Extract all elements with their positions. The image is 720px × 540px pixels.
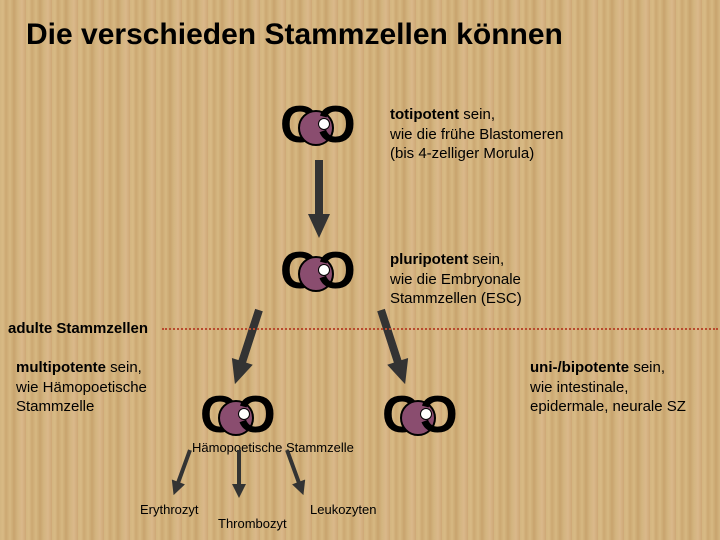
wood-background bbox=[0, 0, 720, 540]
multipotent-bold: multipotente bbox=[16, 359, 106, 376]
unibipotent-cell: C C bbox=[390, 398, 450, 438]
pluripotent-bold: pluripotent bbox=[390, 251, 468, 268]
totipotent-text: totipotent sein, wie die frühe Blastomer… bbox=[390, 105, 563, 164]
arrow-toti-pluri-icon bbox=[308, 160, 330, 243]
unibipotent-bold: uni-/bipotente bbox=[530, 359, 629, 376]
cell-bracket-right-icon: C bbox=[318, 245, 356, 297]
unibipotent-text: uni-/bipotente sein, wie intestinale, ep… bbox=[530, 358, 686, 417]
cell-bracket-right-icon: C bbox=[318, 99, 356, 151]
arrow-thrombo-icon bbox=[232, 450, 246, 503]
page-title: Die verschieden Stammzellen können bbox=[26, 18, 563, 52]
erythrozyt-label: Erythrozyt bbox=[140, 502, 199, 517]
cell-bracket-right-icon: C bbox=[238, 389, 276, 441]
cell-bracket-right-icon: C bbox=[420, 389, 458, 441]
pluripotent-text: pluripotent sein, wie die Embryonale Sta… bbox=[390, 250, 522, 309]
haemo-label: Hämopoetische Stammzelle bbox=[192, 440, 354, 455]
thrombozyt-label: Thrombozyt bbox=[218, 516, 287, 531]
multipotent-text: multipotente sein, wie Hämopoetische Sta… bbox=[16, 358, 147, 417]
adulte-stammzellen-label: adulte Stammzellen bbox=[8, 320, 148, 337]
totipotent-bold: totipotent bbox=[390, 106, 459, 123]
multipotent-cell: C C bbox=[208, 398, 268, 438]
totipotent-cell: C C bbox=[288, 108, 348, 148]
leukozyten-label: Leukozyten bbox=[310, 502, 377, 517]
pluripotent-cell: C C bbox=[288, 254, 348, 294]
dotted-separator bbox=[162, 328, 718, 330]
